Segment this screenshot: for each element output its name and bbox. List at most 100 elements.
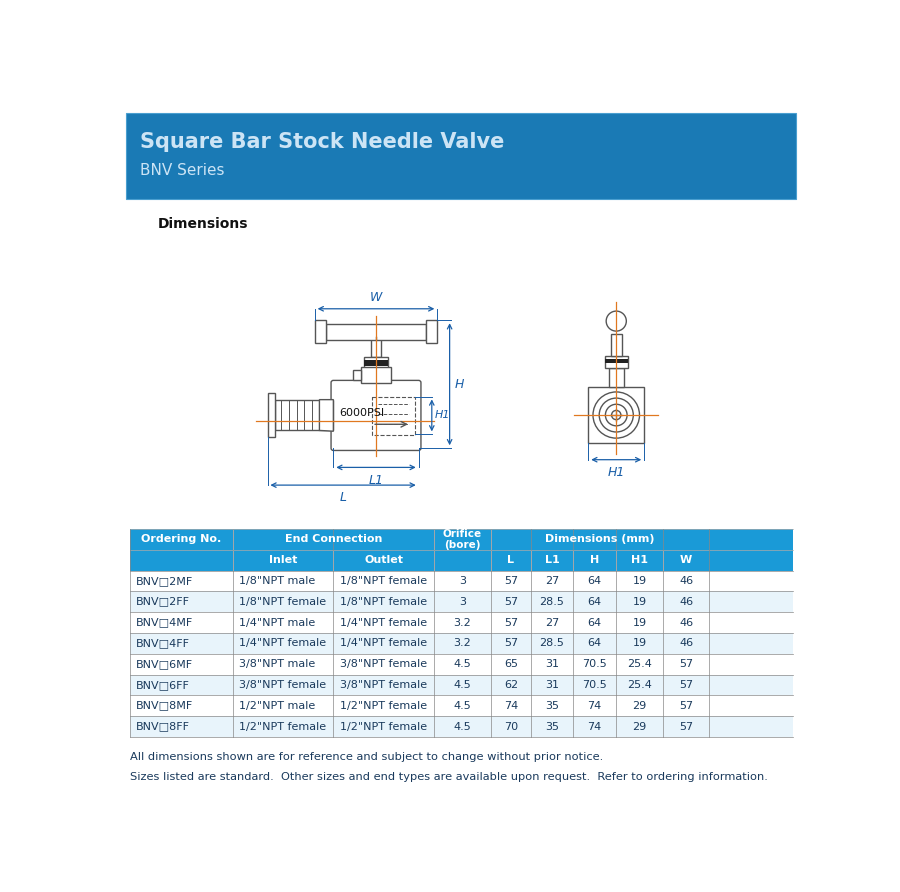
Text: 3.2: 3.2 (454, 639, 472, 648)
Text: 70: 70 (504, 722, 518, 731)
Bar (326, 324, 427, 340)
Text: 57: 57 (679, 659, 693, 669)
Text: H1: H1 (608, 466, 625, 479)
Bar (427, 320, 437, 343)
Text: Dimensions: Dimensions (158, 217, 248, 231)
Bar (589, 387, 644, 442)
Text: Inlet: Inlet (269, 555, 297, 566)
Text: Orifice
(bore): Orifice (bore) (443, 529, 482, 549)
Text: 1/8"NPT male: 1/8"NPT male (238, 576, 315, 586)
Text: 27: 27 (544, 576, 559, 586)
Text: 1/4"NPT male: 1/4"NPT male (238, 617, 315, 628)
Text: BNV□8MF: BNV□8MF (136, 701, 193, 711)
Text: H: H (455, 377, 464, 391)
Text: 1/2"NPT female: 1/2"NPT female (339, 722, 427, 731)
Text: 19: 19 (633, 576, 646, 586)
Bar (130, 571, 793, 591)
Text: All dimensions shown are for reference and subject to change without prior notic: All dimensions shown are for reference a… (130, 752, 603, 763)
Bar (611, 334, 622, 356)
Bar (126, 113, 796, 200)
Bar (361, 368, 391, 383)
Text: 1/8"NPT female: 1/8"NPT female (339, 576, 427, 586)
Bar (130, 529, 793, 549)
Text: 46: 46 (679, 597, 693, 607)
Text: 65: 65 (504, 659, 518, 669)
Text: L: L (508, 555, 515, 566)
Text: 19: 19 (633, 639, 646, 648)
Text: 1/2"NPT female: 1/2"NPT female (238, 722, 326, 731)
Text: 28.5: 28.5 (539, 639, 564, 648)
Bar (130, 633, 793, 654)
Text: L1: L1 (544, 555, 559, 566)
Bar (608, 368, 624, 387)
Text: 25.4: 25.4 (627, 659, 652, 669)
Bar (364, 360, 389, 366)
Text: 4.5: 4.5 (454, 659, 472, 669)
Text: 4.5: 4.5 (454, 722, 472, 731)
Text: Square Bar Stock Needle Valve: Square Bar Stock Needle Valve (140, 132, 505, 152)
Text: W: W (370, 291, 382, 304)
Text: Sizes listed are standard.  Other sizes and end types are available upon request: Sizes listed are standard. Other sizes a… (130, 772, 768, 782)
Text: 57: 57 (679, 722, 693, 731)
Text: 57: 57 (504, 576, 518, 586)
Bar (275, 400, 333, 431)
Bar (130, 696, 793, 716)
Text: 19: 19 (633, 597, 646, 607)
Text: BNV□6MF: BNV□6MF (136, 659, 193, 669)
Bar (372, 397, 415, 435)
Text: BNV□4FF: BNV□4FF (136, 639, 190, 648)
Text: 74: 74 (588, 701, 602, 711)
Polygon shape (320, 400, 333, 431)
Text: 1/2"NPT male: 1/2"NPT male (238, 701, 315, 711)
Text: BNV□8FF: BNV□8FF (136, 722, 190, 731)
Text: Ordering No.: Ordering No. (141, 534, 221, 544)
Text: H1: H1 (435, 410, 450, 420)
Text: 35: 35 (544, 701, 559, 711)
Text: Outlet: Outlet (364, 555, 403, 566)
Text: 46: 46 (679, 576, 693, 586)
Text: 19: 19 (633, 617, 646, 628)
Text: 64: 64 (588, 639, 601, 648)
Text: 64: 64 (588, 597, 601, 607)
Text: BNV Series: BNV Series (140, 162, 225, 178)
Text: 57: 57 (679, 701, 693, 711)
Text: 29: 29 (633, 701, 646, 711)
Text: 29: 29 (633, 722, 646, 731)
Text: H: H (590, 555, 599, 566)
Text: 70.5: 70.5 (582, 659, 607, 669)
Text: 28.5: 28.5 (539, 597, 564, 607)
Text: 57: 57 (504, 639, 518, 648)
Text: 4.5: 4.5 (454, 680, 472, 690)
Text: 3.2: 3.2 (454, 617, 472, 628)
Text: 1/4"NPT female: 1/4"NPT female (339, 639, 427, 648)
Text: 1/4"NPT female: 1/4"NPT female (238, 639, 326, 648)
Bar (130, 674, 793, 696)
Text: BNV□2FF: BNV□2FF (136, 597, 190, 607)
Text: 35: 35 (544, 722, 559, 731)
Text: 74: 74 (504, 701, 518, 711)
Text: 3/8"NPT female: 3/8"NPT female (238, 680, 326, 690)
Bar (130, 591, 793, 612)
Text: 62: 62 (504, 680, 518, 690)
Text: L: L (339, 491, 346, 504)
Text: 3/8"NPT male: 3/8"NPT male (238, 659, 315, 669)
Text: 64: 64 (588, 617, 601, 628)
Text: 4.5: 4.5 (454, 701, 472, 711)
Text: BNV□6FF: BNV□6FF (136, 680, 190, 690)
Text: 31: 31 (544, 680, 559, 690)
Bar (130, 654, 793, 674)
Text: 57: 57 (679, 680, 693, 690)
Text: 1/2"NPT female: 1/2"NPT female (339, 701, 427, 711)
Text: 1/8"NPT female: 1/8"NPT female (238, 597, 326, 607)
Text: 1/4"NPT female: 1/4"NPT female (339, 617, 427, 628)
Bar (605, 356, 628, 368)
Text: 46: 46 (679, 617, 693, 628)
Text: Dimensions (mm): Dimensions (mm) (545, 534, 654, 544)
Bar (605, 359, 628, 363)
Text: 27: 27 (544, 617, 559, 628)
Text: H1: H1 (631, 555, 648, 566)
Text: 46: 46 (679, 639, 693, 648)
Text: 6000PSI: 6000PSI (339, 409, 384, 418)
Text: 74: 74 (588, 722, 602, 731)
Text: 57: 57 (504, 597, 518, 607)
